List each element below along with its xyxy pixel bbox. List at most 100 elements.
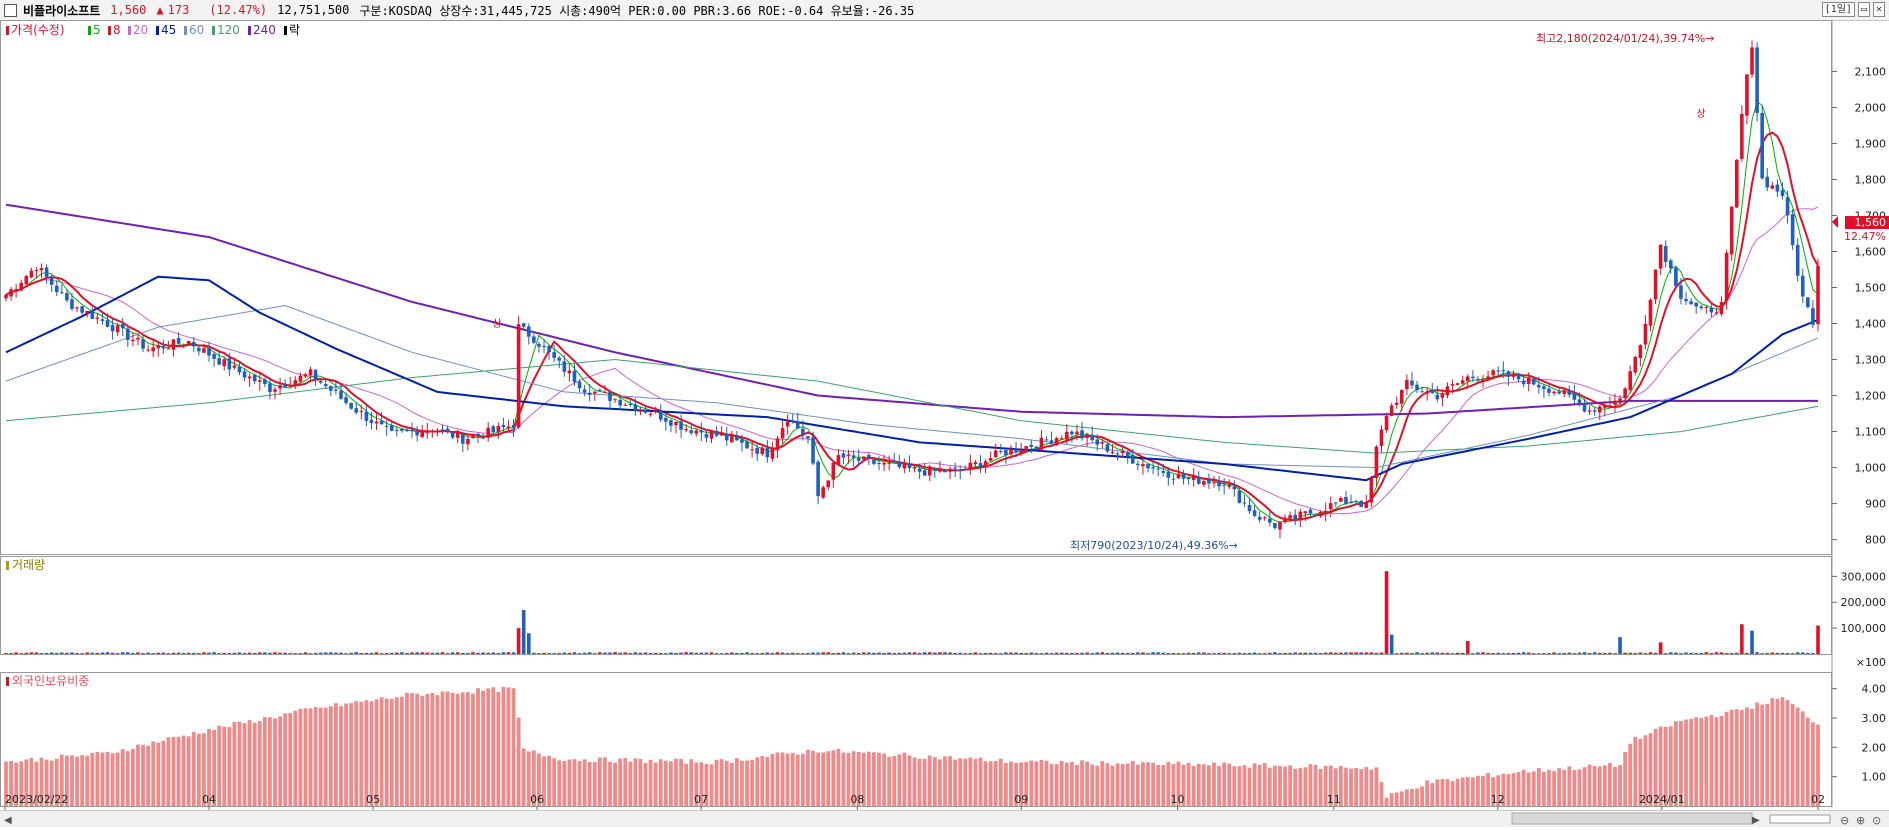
legend-ma-45: 45 (161, 23, 176, 37)
candle (308, 369, 313, 376)
volume-unit-label: ×100 (1856, 656, 1886, 669)
candle (1785, 197, 1790, 216)
candle (60, 292, 64, 294)
foreign-ratio-bar (1257, 764, 1262, 806)
price-tick-label: 2,000 (1855, 101, 1887, 114)
foreign-ratio-bar (1689, 718, 1694, 806)
candle (405, 429, 409, 432)
volume-bar (1435, 652, 1440, 654)
volume-bar (1059, 652, 1064, 654)
candle (217, 358, 221, 365)
volume-bar (1765, 652, 1770, 654)
foreign-ratio-bar (156, 742, 161, 806)
foreign-ratio-bar (207, 729, 211, 806)
candle (202, 348, 206, 353)
volume-bar (1557, 653, 1561, 654)
foreign-ratio-bar (674, 758, 678, 806)
zoom-out-icon[interactable]: ⊖ (1840, 814, 1849, 827)
volume-bar (557, 652, 562, 654)
candle (1313, 514, 1318, 516)
restore-icon[interactable]: ▭ (1857, 2, 1870, 17)
volume-bar (1161, 652, 1166, 654)
candle (557, 357, 562, 361)
foreign-ratio-bar (770, 753, 775, 806)
volume-bar (999, 653, 1003, 654)
candle (481, 437, 485, 439)
candle (907, 463, 912, 469)
candle (598, 389, 602, 391)
foreign-ratio-bar (141, 744, 145, 806)
stock-chart[interactable]: 가격(수정) 5 8 20 45 60 120 240 락 거래량 외국인보유비중 800 90… (0, 20, 1889, 810)
volume-bar (242, 652, 247, 654)
foreign-ratio-bar (465, 692, 470, 806)
volume-bar (1425, 652, 1429, 654)
foreign-ratio-bar (734, 758, 739, 806)
foreign-ratio-bar (557, 760, 562, 806)
foreign-ratio-bar (1481, 775, 1485, 806)
volume-bar (1303, 652, 1308, 654)
foreign-ratio-bar (1171, 764, 1176, 806)
volume-bar (60, 652, 64, 654)
foreign-ratio-bar (1511, 773, 1516, 806)
scroll-thumb[interactable] (1511, 812, 1753, 825)
candle (1689, 301, 1693, 305)
candle (1349, 502, 1353, 504)
volume-bar (1562, 652, 1567, 654)
volume-bar (298, 653, 303, 654)
volume-bar (552, 653, 556, 654)
volume-bar (1166, 652, 1171, 654)
horizontal-scrollbar[interactable]: ◀ ▶ ⊖ ⊕ ⊙ (0, 810, 1889, 827)
foreign-ratio-bar (1100, 761, 1105, 806)
volume-bar (227, 653, 232, 654)
foreign-ratio-bar (1729, 709, 1734, 806)
candle (603, 392, 607, 394)
volume-bar (1755, 652, 1759, 654)
volume-bar (1567, 652, 1572, 654)
candle (1643, 324, 1648, 345)
scroll-right-icon[interactable]: ▶ (1752, 815, 1760, 826)
zoom-reset-icon[interactable]: ⊙ (1872, 814, 1881, 827)
foreign-ratio-bar (1734, 709, 1739, 806)
candle (592, 391, 597, 394)
volume-bar (897, 652, 902, 654)
candle (572, 370, 577, 383)
volume-bar (176, 652, 181, 654)
candle (547, 345, 551, 353)
candle (242, 371, 247, 378)
candle (1130, 454, 1135, 464)
candle (24, 276, 29, 285)
volume-bar (882, 653, 886, 654)
zoom-slider[interactable] (1769, 814, 1831, 824)
volume-bar (34, 652, 39, 654)
checkbox[interactable] (4, 3, 17, 17)
candle (1577, 399, 1582, 404)
close-icon[interactable]: ✕ (1872, 2, 1885, 17)
foreign-ratio-bar (1491, 777, 1496, 806)
candle (166, 348, 171, 350)
candle (1399, 389, 1404, 404)
volume-bar (836, 652, 841, 654)
foreign-ratio-bar (1501, 773, 1506, 806)
foreign-ratio-bar (572, 759, 577, 806)
foreign-ratio-bar (1075, 764, 1079, 806)
volume-bar (1389, 634, 1394, 654)
legend-swatch (184, 26, 187, 35)
candle (1227, 485, 1232, 487)
period-button[interactable]: [1일] (1821, 2, 1855, 17)
scroll-left-icon[interactable]: ◀ (4, 815, 12, 826)
candle (1435, 394, 1440, 400)
volume-bar (1202, 652, 1206, 654)
candle (653, 410, 658, 413)
foreign-ratio-bar (501, 686, 506, 806)
volume-bar (273, 652, 277, 654)
foreign-ratio-bar (1704, 716, 1709, 806)
foreign-ratio-bar (1130, 760, 1135, 806)
foreign-ratio-bar (4, 761, 8, 806)
foreign-ratio-bar (1399, 791, 1404, 806)
foreign-ratio-bar (1344, 767, 1348, 806)
candle (1496, 370, 1501, 372)
candle (1765, 176, 1770, 188)
zoom-in-icon[interactable]: ⊕ (1856, 814, 1865, 827)
candle (1511, 373, 1516, 377)
volume-bar (1719, 652, 1724, 654)
